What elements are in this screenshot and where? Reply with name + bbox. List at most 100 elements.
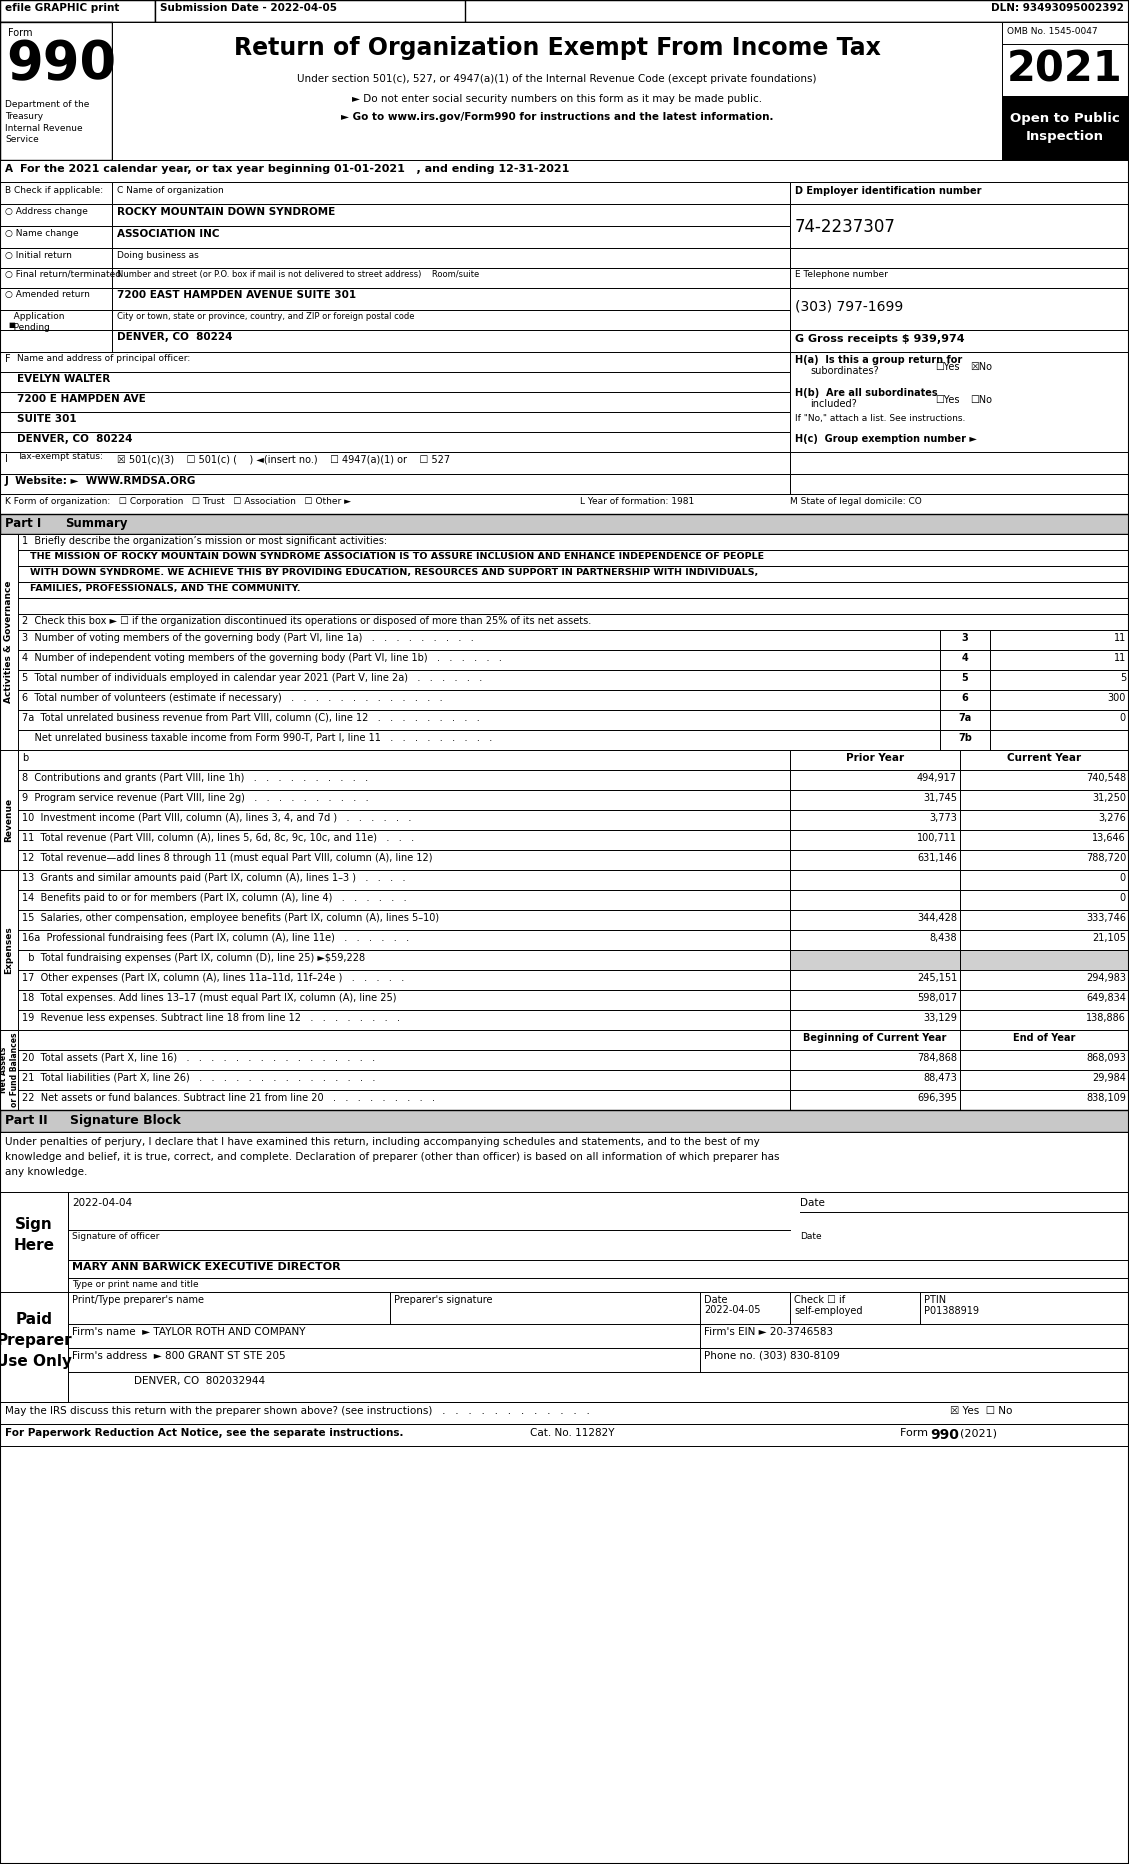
Bar [0,613,1129,630]
Text: 100,711: 100,711 [917,833,957,843]
Text: OMB No. 1545-0047: OMB No. 1545-0047 [1007,26,1097,35]
Text: Revenue: Revenue [5,798,14,843]
Bar [990,669,1129,690]
Bar [790,473,1129,494]
Text: 0: 0 [1120,893,1126,902]
Bar [112,22,1003,160]
Text: Part II: Part II [5,1115,47,1128]
Bar [940,731,990,749]
Bar [960,910,1129,930]
Text: 838,109: 838,109 [1086,1092,1126,1103]
Text: 19  Revenue less expenses. Subtract line 18 from line 12   .   .   .   .   .   .: 19 Revenue less expenses. Subtract line … [21,1012,400,1023]
Text: 21  Total liabilities (Part X, line 26)   .   .   .   .   .   .   .   .   .   . : 21 Total liabilities (Part X, line 26) .… [21,1074,375,1083]
Text: 9  Program service revenue (Part VIII, line 2g)   .   .   .   .   .   .   .   . : 9 Program service revenue (Part VIII, li… [21,792,369,803]
Text: 13,646: 13,646 [1092,833,1126,843]
Bar [790,1049,960,1070]
Text: 22  Net assets or fund balances. Subtract line 21 from line 20   .   .   .   .  : 22 Net assets or fund balances. Subtract… [21,1092,435,1103]
Bar [1003,22,1129,160]
Text: Firm's address  ► 800 GRANT ST STE 205: Firm's address ► 800 GRANT ST STE 205 [72,1351,286,1361]
Bar [0,1191,1129,1292]
Bar [0,811,790,829]
Text: Name and address of principal officer:: Name and address of principal officer: [17,354,191,363]
Text: 10  Investment income (Part VIII, column (A), lines 3, 4, and 7d )   .   .   .  : 10 Investment income (Part VIII, column … [21,813,411,824]
Text: 6: 6 [962,693,969,703]
Bar [0,567,1129,582]
Text: 696,395: 696,395 [917,1092,957,1103]
Bar [960,770,1129,790]
Text: Submission Date - 2022-04-05: Submission Date - 2022-04-05 [160,4,336,13]
Text: 8  Contributions and grants (Part VIII, line 1h)   .   .   .   .   .   .   .   .: 8 Contributions and grants (Part VIII, l… [21,774,368,783]
Bar [112,183,790,203]
Text: 16a  Professional fundraising fees (Part IX, column (A), line 11e)   .   .   .  : 16a Professional fundraising fees (Part … [21,934,409,943]
Text: 138,886: 138,886 [1086,1012,1126,1023]
Text: Tax-exempt status:: Tax-exempt status: [17,451,103,460]
Bar [112,289,790,309]
Bar [112,248,790,268]
Text: Form: Form [8,28,33,37]
Text: Open to Public
Inspection: Open to Public Inspection [1010,112,1120,144]
Text: 2022-04-05: 2022-04-05 [704,1305,761,1314]
Bar [0,0,155,22]
Bar [790,790,960,811]
Text: Net Assets
or Fund Balances: Net Assets or Fund Balances [0,1033,19,1107]
Bar [790,248,1129,268]
Text: Part I: Part I [5,516,42,529]
Bar [0,1049,790,1070]
Text: Current Year: Current Year [1007,753,1082,762]
Bar [790,1010,960,1031]
Bar [0,451,790,473]
Text: 7200 EAST HAMPDEN AVENUE SUITE 301: 7200 EAST HAMPDEN AVENUE SUITE 301 [117,291,356,300]
Bar [1003,45,1129,97]
Bar [0,533,1129,550]
Text: Type or print name and title: Type or print name and title [72,1281,199,1290]
Text: Firm's name  ► TAYLOR ROTH AND COMPANY: Firm's name ► TAYLOR ROTH AND COMPANY [72,1327,306,1336]
Bar [0,829,790,850]
Text: b: b [21,753,28,762]
Text: 3: 3 [962,634,969,643]
Bar [0,669,940,690]
Bar [790,770,960,790]
Bar [0,432,790,451]
Bar [0,1424,1129,1446]
Text: 17  Other expenses (Part IX, column (A), lines 11a–11d, 11f–24e )   .   .   .   : 17 Other expenses (Part IX, column (A), … [21,973,404,982]
Bar [0,870,18,1031]
Bar [960,951,1129,969]
Text: Print/Type preparer's name: Print/Type preparer's name [72,1295,204,1305]
Text: 31,250: 31,250 [1092,792,1126,803]
Text: 13  Grants and similar amounts paid (Part IX, column (A), lines 1–3 )   .   .   : 13 Grants and similar amounts paid (Part… [21,872,405,884]
Text: Doing business as: Doing business as [117,252,199,259]
Text: Date: Date [704,1295,727,1305]
Text: 1  Briefly describe the organization’s mission or most significant activities:: 1 Briefly describe the organization’s mi… [21,537,387,546]
Text: MARY ANN BARWICK EXECUTIVE DIRECTOR: MARY ANN BARWICK EXECUTIVE DIRECTOR [72,1262,341,1271]
Text: 0: 0 [1120,714,1126,723]
Bar [0,514,1129,533]
Text: Under penalties of perjury, I declare that I have examined this return, includin: Under penalties of perjury, I declare th… [5,1137,779,1176]
Text: M State of legal domicile: CO: M State of legal domicile: CO [790,498,921,505]
Text: 294,983: 294,983 [1086,973,1126,982]
Text: 4: 4 [962,652,969,664]
Bar [0,473,790,494]
Bar [155,0,465,22]
Text: ROCKY MOUNTAIN DOWN SYNDROME: ROCKY MOUNTAIN DOWN SYNDROME [117,207,335,216]
Bar [790,1070,960,1090]
Bar [790,889,960,910]
Bar [0,330,112,352]
Bar [0,889,790,910]
Text: 14  Benefits paid to or for members (Part IX, column (A), line 4)   .   .   .   : 14 Benefits paid to or for members (Part… [21,893,406,902]
Text: 3  Number of voting members of the governing body (Part VI, line 1a)   .   .   .: 3 Number of voting members of the govern… [21,634,474,643]
Bar [1003,97,1129,160]
Bar [790,969,960,990]
Bar [960,829,1129,850]
Bar [790,850,960,870]
Bar [960,790,1129,811]
Text: J  Website: ►  WWW.RMDSA.ORG: J Website: ► WWW.RMDSA.ORG [5,475,196,487]
Bar [990,630,1129,651]
Text: Net unrelated business taxable income from Form 990-T, Part I, line 11   .   .  : Net unrelated business taxable income fr… [21,733,492,744]
Text: 5: 5 [1120,673,1126,682]
Text: Under section 501(c), 527, or 4947(a)(1) of the Internal Revenue Code (except pr: Under section 501(c), 527, or 4947(a)(1)… [297,75,816,84]
Bar [0,1131,1129,1191]
Text: City or town, state or province, country, and ZIP or foreign postal code: City or town, state or province, country… [117,311,414,321]
Bar [960,811,1129,829]
Bar [0,630,940,651]
Bar [0,412,790,432]
